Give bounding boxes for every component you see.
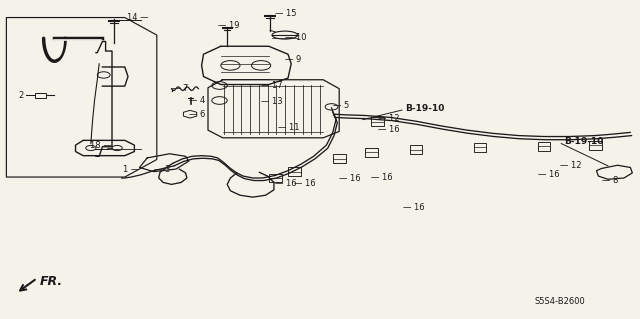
Text: — 6: — 6: [189, 110, 205, 119]
Text: 18 —: 18 —: [90, 141, 112, 150]
Text: 1 —: 1 —: [124, 165, 140, 174]
Text: — 9: — 9: [285, 55, 301, 63]
Text: — 3: — 3: [154, 165, 170, 174]
Text: B-19-10: B-19-10: [564, 137, 604, 146]
Text: — 5: — 5: [333, 101, 349, 110]
Text: 14 —: 14 —: [127, 13, 148, 22]
Text: — 17: — 17: [261, 81, 283, 90]
Text: 2 —: 2 —: [19, 91, 35, 100]
Text: — 16: — 16: [275, 179, 297, 188]
Text: — 11: — 11: [278, 123, 300, 132]
Text: — 8: — 8: [602, 176, 618, 185]
Bar: [410, 145, 422, 154]
Bar: [269, 174, 282, 182]
Text: S5S4-B2600: S5S4-B2600: [534, 297, 585, 306]
Text: — 16: — 16: [378, 125, 399, 134]
Text: — 13: — 13: [261, 97, 283, 106]
Text: B-19-10: B-19-10: [405, 104, 445, 113]
Text: FR.: FR.: [40, 275, 63, 288]
Text: — 10: — 10: [285, 33, 307, 42]
Text: — 16: — 16: [339, 174, 361, 183]
Text: — 16: — 16: [371, 173, 393, 182]
Text: — 16: — 16: [294, 179, 316, 188]
Text: — 4: — 4: [189, 96, 205, 105]
Text: — 19: — 19: [218, 21, 239, 30]
Bar: [288, 167, 301, 176]
Text: — 12: — 12: [378, 114, 399, 122]
Bar: [589, 141, 602, 150]
Text: — 7: — 7: [172, 84, 188, 93]
Bar: [474, 143, 486, 152]
Text: — 12: — 12: [560, 161, 582, 170]
Bar: [538, 142, 550, 151]
Bar: [365, 148, 378, 157]
Text: — 16: — 16: [538, 170, 559, 179]
Bar: [371, 117, 384, 126]
Text: — 16: — 16: [403, 203, 425, 212]
Text: — 15: — 15: [275, 9, 297, 18]
Bar: [333, 154, 346, 163]
Bar: [35, 93, 46, 98]
